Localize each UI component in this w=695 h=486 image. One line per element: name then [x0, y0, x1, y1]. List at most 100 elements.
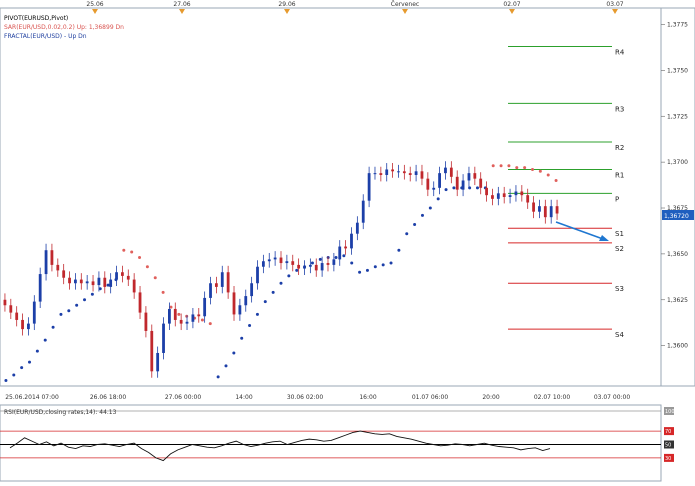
sar-dot [255, 312, 259, 316]
sar-dot [138, 256, 142, 260]
candle-body [455, 176, 459, 190]
candle-body [79, 279, 83, 284]
candle-body [85, 281, 89, 284]
sar-dot [499, 164, 503, 168]
candle-body [520, 191, 524, 196]
candle-body [74, 279, 77, 284]
rsi-level-tag [664, 453, 674, 462]
candle-body [103, 277, 107, 287]
candle-body [91, 281, 95, 286]
legend-sar: SAR(EUR/USD,0.02,0.2) Up: 1,36899 Dn [4, 24, 124, 31]
time-axis-label: 02.07 10:00 [534, 394, 571, 401]
candle-body [256, 266, 259, 284]
candle-body [414, 171, 418, 175]
sar-dot [200, 318, 204, 322]
candle-body [197, 314, 201, 317]
candle-body [485, 187, 488, 196]
candle-body [320, 263, 324, 271]
candle-body [203, 297, 207, 317]
candle-body [420, 171, 424, 179]
candle-body [308, 264, 312, 267]
pivot-level-label: S4 [615, 331, 624, 339]
top-date-label: 02.07 [503, 1, 520, 8]
sar-dot [67, 309, 71, 313]
candle-body [267, 259, 271, 262]
sar-dot [122, 248, 126, 252]
top-date-axis: 25.06 27.06 29.06 Červenec 02.07 03.07 [86, 1, 624, 14]
sar-dot [59, 312, 63, 316]
candle-body [3, 299, 7, 306]
sar-dot [43, 338, 47, 342]
rsi-level-tag [664, 407, 674, 415]
rsi-level-label: 30 [665, 456, 671, 462]
rsi-level-label: 70 [665, 429, 671, 435]
pivot-levels: R4 R3 R2 R1 P S1 S2 S3 S4 [508, 46, 625, 339]
rsi-line [9, 430, 551, 462]
candle-body [209, 283, 212, 298]
y-tick-label: 1,3750 [667, 67, 688, 74]
sar-dot [546, 173, 550, 177]
candle-body [303, 266, 306, 269]
sar-dot [405, 232, 409, 236]
forecast-arrowhead [599, 235, 609, 241]
sar-dot [169, 305, 173, 309]
candle-body [273, 257, 277, 260]
time-axis-labels: 25.06.2014 07:00 26.06 18:00 27.06 00:00 14… [5, 394, 630, 401]
pivot-level-label: R2 [615, 144, 624, 152]
rsi-label: RSI(EUR/USD,closing rates,14): 44.13 [4, 409, 117, 416]
candle-body [32, 301, 36, 324]
pivot-level-label: R4 [615, 49, 625, 57]
candle-body [385, 169, 389, 175]
candle-body [532, 202, 535, 212]
candle-body [449, 167, 453, 177]
candle-body [168, 308, 171, 324]
sar-dot [216, 375, 220, 379]
candle-body [279, 257, 283, 264]
candle-body [162, 323, 165, 353]
sar-dot [436, 197, 440, 201]
y-tick-label: 1,3600 [667, 343, 688, 350]
top-date-label: 25.06 [86, 1, 103, 8]
candle-body [50, 250, 54, 265]
candle-body [538, 206, 541, 212]
sar-dot [373, 265, 377, 269]
candle-body [338, 246, 342, 260]
candle-body [479, 178, 483, 188]
price-axis-labels: 1,3775 1,3750 1,3725 1,3700 1,3675 1,3650 1,36… [661, 22, 688, 350]
candle-body [250, 283, 254, 297]
candle-body [179, 319, 183, 324]
sar-dot [208, 322, 212, 326]
date-marker-icon [92, 9, 98, 14]
sar-dot [475, 186, 479, 190]
sar-dot [90, 292, 94, 296]
candle-body [496, 193, 500, 199]
time-axis-label: 01.07 06:00 [412, 394, 449, 401]
candle-body [361, 200, 365, 223]
y-tick-label: 1,3700 [667, 159, 688, 166]
sar-dot [413, 223, 417, 227]
candle-body [156, 352, 160, 372]
candle-body [379, 173, 383, 175]
sar-dot [515, 166, 519, 170]
candle-body [185, 321, 189, 324]
forecast-arrow [555, 221, 604, 240]
candle-body [226, 272, 230, 293]
pivot-level-label: R1 [615, 171, 624, 179]
candle-body [244, 296, 248, 306]
sar-dot [365, 268, 369, 272]
top-date-label: 29.06 [278, 1, 295, 8]
sar-dot [248, 323, 252, 327]
candle-body [543, 206, 547, 218]
time-axis-label: 27.06 00:00 [165, 394, 202, 401]
candle-body [526, 195, 530, 203]
y-tick-label: 1,3625 [667, 297, 688, 304]
candle-body [408, 173, 412, 175]
candle-body [56, 264, 60, 271]
rsi-panel: 100 70 50 30 [0, 407, 675, 462]
sar-dot [279, 281, 283, 285]
candle-body [150, 330, 154, 372]
date-marker-icon [179, 9, 185, 14]
current-price-label: 1,36720 [664, 213, 689, 220]
sar-dot [145, 265, 149, 269]
